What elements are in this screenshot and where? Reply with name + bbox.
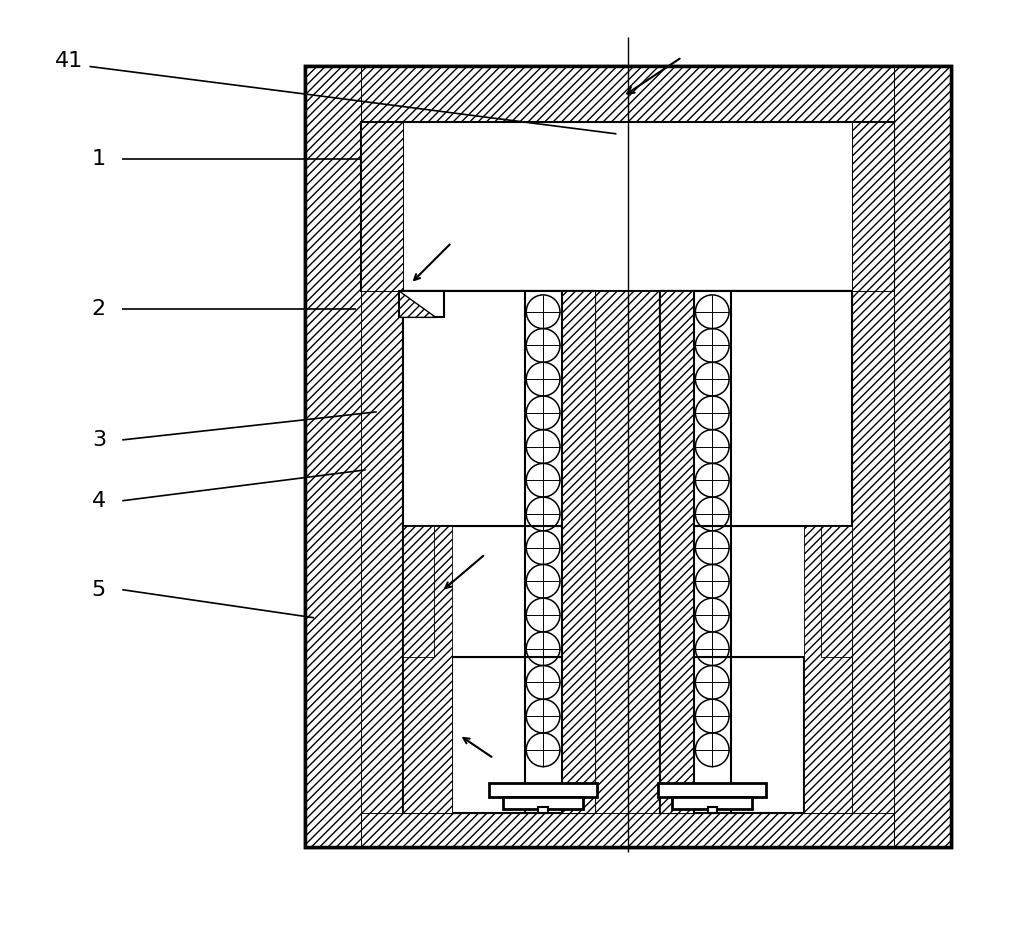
Bar bbox=[402, 526, 451, 813]
Bar bbox=[361, 122, 402, 291]
Text: 41: 41 bbox=[55, 51, 83, 71]
Bar bbox=[894, 66, 949, 847]
Text: 4: 4 bbox=[92, 490, 106, 511]
Bar bbox=[671, 797, 751, 809]
Bar bbox=[502, 797, 582, 809]
Bar bbox=[399, 291, 444, 317]
Bar bbox=[304, 813, 949, 847]
Bar bbox=[707, 807, 716, 813]
Text: 3: 3 bbox=[92, 430, 106, 450]
Bar bbox=[660, 291, 851, 526]
Bar bbox=[361, 291, 894, 813]
Bar bbox=[660, 526, 821, 657]
Text: 5: 5 bbox=[92, 579, 106, 600]
Text: 1: 1 bbox=[92, 149, 106, 169]
Bar bbox=[402, 291, 594, 813]
Bar bbox=[657, 783, 765, 797]
Bar bbox=[304, 66, 949, 847]
Bar bbox=[304, 66, 949, 122]
Bar bbox=[803, 526, 851, 813]
Polygon shape bbox=[399, 291, 436, 317]
Bar bbox=[304, 66, 949, 847]
Bar bbox=[488, 783, 596, 797]
Bar bbox=[402, 526, 434, 657]
Bar bbox=[538, 807, 547, 813]
Bar bbox=[451, 657, 594, 813]
Bar bbox=[304, 66, 361, 847]
Bar bbox=[851, 122, 894, 291]
Bar bbox=[361, 122, 894, 291]
Bar bbox=[434, 526, 594, 657]
Bar bbox=[561, 291, 594, 813]
Bar bbox=[402, 291, 594, 526]
Text: 2: 2 bbox=[92, 299, 106, 319]
Bar bbox=[660, 291, 693, 813]
Bar bbox=[660, 657, 803, 813]
Bar bbox=[660, 291, 851, 813]
Bar bbox=[821, 526, 851, 657]
